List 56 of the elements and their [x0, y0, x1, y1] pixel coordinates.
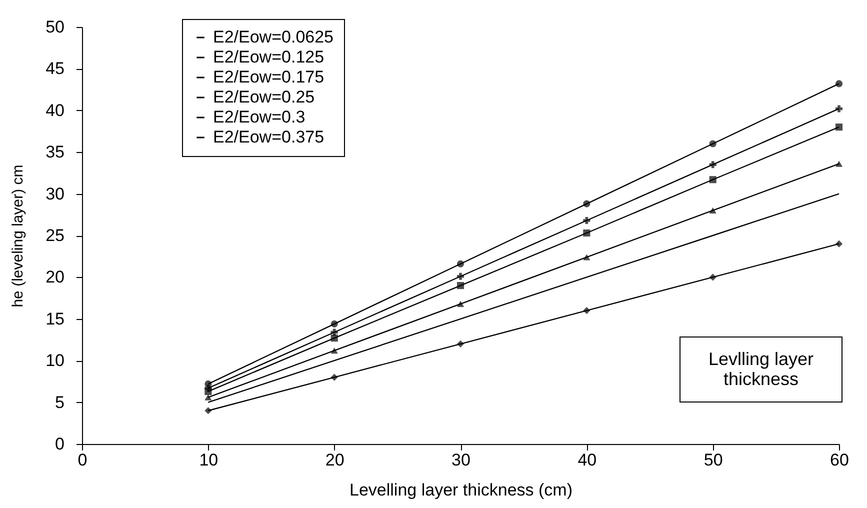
y-tick-label: 35 [46, 142, 64, 162]
point [204, 380, 212, 388]
point [835, 105, 843, 112]
y-tick-label: 20 [46, 268, 64, 287]
x-tick-label: 0 [78, 450, 88, 470]
x-axis-title: Levelling layer thickness (cm) [350, 480, 572, 500]
point [835, 80, 843, 88]
point [709, 274, 716, 281]
point [456, 260, 464, 268]
point [330, 328, 338, 336]
y-axis-title: he (leveling layer) cm [10, 164, 27, 308]
line-series [208, 193, 840, 403]
annotation: Levlling layer thickness [708, 349, 814, 389]
point [709, 161, 716, 168]
point [709, 207, 716, 214]
point [330, 348, 338, 354]
x-tick-label: 60 [830, 450, 849, 470]
y-tick-label: 15 [46, 309, 64, 328]
y-tick-label: 45 [46, 59, 64, 78]
point [330, 374, 338, 381]
point [204, 394, 212, 400]
x-tick-label: 40 [578, 450, 597, 470]
point [456, 282, 464, 290]
x-tick-label: 10 [199, 450, 218, 470]
y-tick-label: 0 [55, 434, 64, 454]
legend-label: E2/Eow=0.25 [213, 88, 315, 106]
y-tick-label: 50 [46, 18, 64, 36]
point [330, 320, 338, 328]
point [835, 240, 843, 248]
point [204, 407, 212, 414]
x-tick-label: 50 [704, 450, 723, 470]
point [456, 340, 464, 348]
legend-label: E2/Eow=0.3 [213, 108, 306, 126]
point [583, 307, 590, 314]
x-tick-label: 30 [452, 450, 470, 470]
point [330, 334, 338, 342]
point [583, 229, 590, 237]
legend-label: E2/Eow=0.125 [213, 48, 324, 66]
point [709, 140, 716, 148]
y-tick-label: 10 [46, 351, 64, 370]
point [456, 300, 464, 307]
point [583, 200, 590, 208]
y-tick-label: 30 [46, 184, 64, 204]
legend-label: E2/Eow=0.375 [213, 128, 324, 146]
point [583, 254, 590, 260]
y-tick-label: 25 [46, 226, 64, 245]
x-tick-label: 20 [325, 450, 344, 470]
point [709, 176, 716, 184]
point [456, 272, 464, 280]
point [835, 160, 843, 167]
y-tick-label: 5 [55, 392, 64, 412]
y-tick-label: 40 [46, 100, 64, 120]
point [583, 216, 590, 224]
legend-label: E2/Eow=0.0625 [213, 28, 334, 46]
point [835, 124, 843, 131]
legend-label: E2/Eow=0.175 [213, 68, 324, 86]
